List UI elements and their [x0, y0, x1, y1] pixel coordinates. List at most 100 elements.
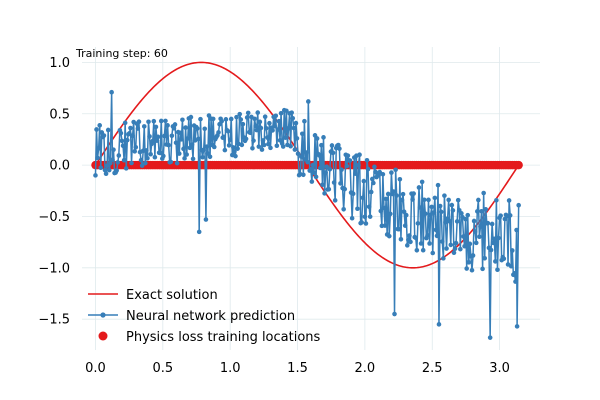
nn-prediction-point — [103, 171, 109, 177]
nn-prediction-point — [425, 233, 430, 238]
nn-prediction-point — [178, 130, 183, 136]
nn-prediction-point — [483, 207, 489, 212]
nn-prediction-point — [133, 144, 139, 150]
nn-prediction-point — [319, 142, 324, 148]
nn-prediction-point — [329, 143, 335, 148]
nn-prediction-point — [361, 178, 367, 184]
nn-prediction-point — [128, 125, 133, 131]
nn-prediction-point — [240, 121, 246, 127]
nn-prediction-point — [185, 136, 191, 141]
nn-prediction-point — [211, 144, 217, 150]
neural-network-series — [93, 89, 521, 340]
nn-prediction-point — [153, 124, 159, 130]
nn-prediction-point — [463, 216, 468, 222]
nn-prediction-point — [318, 165, 323, 171]
nn-prediction-point — [180, 117, 185, 123]
nn-prediction-point — [95, 155, 100, 161]
nn-prediction-point — [453, 240, 459, 246]
nn-prediction-point — [471, 218, 477, 224]
nn-prediction-point — [235, 146, 240, 151]
nn-prediction-point — [233, 153, 238, 159]
nn-prediction-point — [400, 191, 406, 197]
nn-prediction-point — [385, 191, 391, 197]
nn-prediction-point — [136, 119, 142, 125]
nn-prediction-point — [256, 144, 262, 149]
nn-prediction-point — [402, 223, 408, 228]
nn-prediction-point — [380, 172, 386, 177]
nn-prediction-point — [514, 227, 519, 233]
nn-prediction-point — [260, 138, 266, 143]
nn-prediction-point — [480, 266, 485, 272]
nn-prediction-point — [161, 153, 166, 159]
nn-prediction-point — [407, 233, 412, 238]
nn-prediction-point — [284, 108, 289, 114]
nn-prediction-point — [440, 239, 445, 244]
nn-prediction-point — [496, 235, 501, 241]
nn-prediction-point — [151, 118, 157, 124]
nn-prediction-point — [458, 246, 463, 252]
nn-prediction-point — [143, 160, 148, 166]
nn-prediction-point — [231, 145, 236, 150]
nn-prediction-point — [189, 142, 195, 147]
nn-prediction-point — [416, 185, 422, 190]
nn-prediction-point — [273, 113, 279, 119]
nn-prediction-point — [306, 99, 311, 104]
grid — [82, 47, 540, 350]
x-tick-label: 0.5 — [152, 361, 173, 376]
nn-prediction-point — [330, 150, 336, 156]
nn-prediction-point — [203, 217, 209, 222]
nn-prediction-point — [157, 150, 163, 156]
nn-prediction-point — [124, 137, 130, 143]
nn-prediction-point — [115, 160, 121, 165]
y-tick-label: 1.0 — [49, 56, 70, 71]
nn-prediction-point — [362, 214, 368, 220]
nn-prediction-point — [428, 212, 433, 218]
nn-prediction-point — [245, 110, 251, 116]
nn-prediction-point — [141, 124, 147, 129]
nn-prediction-point — [111, 147, 116, 152]
nn-prediction-point — [266, 141, 271, 147]
nn-prediction-point — [216, 130, 221, 135]
nn-prediction-point — [437, 203, 443, 209]
y-tick-label: 0.5 — [49, 107, 70, 122]
nn-prediction-point — [145, 156, 150, 161]
nn-prediction-point — [194, 126, 200, 131]
nn-prediction-point — [121, 157, 127, 163]
x-tick-label: 1.5 — [287, 361, 308, 376]
nn-prediction-point — [341, 206, 346, 212]
nn-prediction-point — [204, 144, 210, 149]
nn-prediction-point — [476, 197, 481, 203]
nn-prediction-point — [118, 130, 124, 136]
nn-prediction-point — [237, 111, 243, 117]
nn-prediction-point — [104, 163, 110, 168]
nn-prediction-point — [219, 118, 224, 124]
nn-prediction-point — [462, 243, 467, 249]
nn-prediction-point — [347, 158, 353, 163]
nn-prediction-point — [108, 160, 113, 166]
nn-prediction-point — [495, 267, 500, 273]
nn-prediction-point — [105, 127, 111, 133]
nn-prediction-point — [415, 221, 421, 226]
nn-prediction-point — [431, 210, 437, 215]
y-tick-label: −1.0 — [38, 261, 70, 276]
nn-prediction-point — [448, 242, 454, 248]
nn-prediction-point — [251, 138, 256, 143]
nn-prediction-point — [338, 181, 343, 186]
nn-prediction-point — [166, 142, 171, 148]
nn-prediction-point — [429, 204, 434, 210]
nn-prediction-point — [168, 159, 174, 165]
nn-prediction-point — [169, 133, 175, 139]
nn-prediction-point — [144, 148, 149, 153]
nn-prediction-point — [455, 197, 461, 203]
nn-prediction-point — [508, 263, 514, 269]
nn-prediction-point — [292, 147, 298, 152]
nn-prediction-point — [320, 182, 325, 188]
nn-prediction-point — [138, 157, 144, 163]
nn-prediction-point — [414, 248, 420, 253]
nn-prediction-point — [417, 205, 423, 210]
nn-prediction-point — [475, 209, 480, 214]
y-tick-label: −1.5 — [38, 313, 70, 328]
nn-prediction-point — [430, 250, 436, 256]
nn-prediction-point — [238, 117, 244, 122]
nn-prediction-point — [397, 176, 403, 182]
